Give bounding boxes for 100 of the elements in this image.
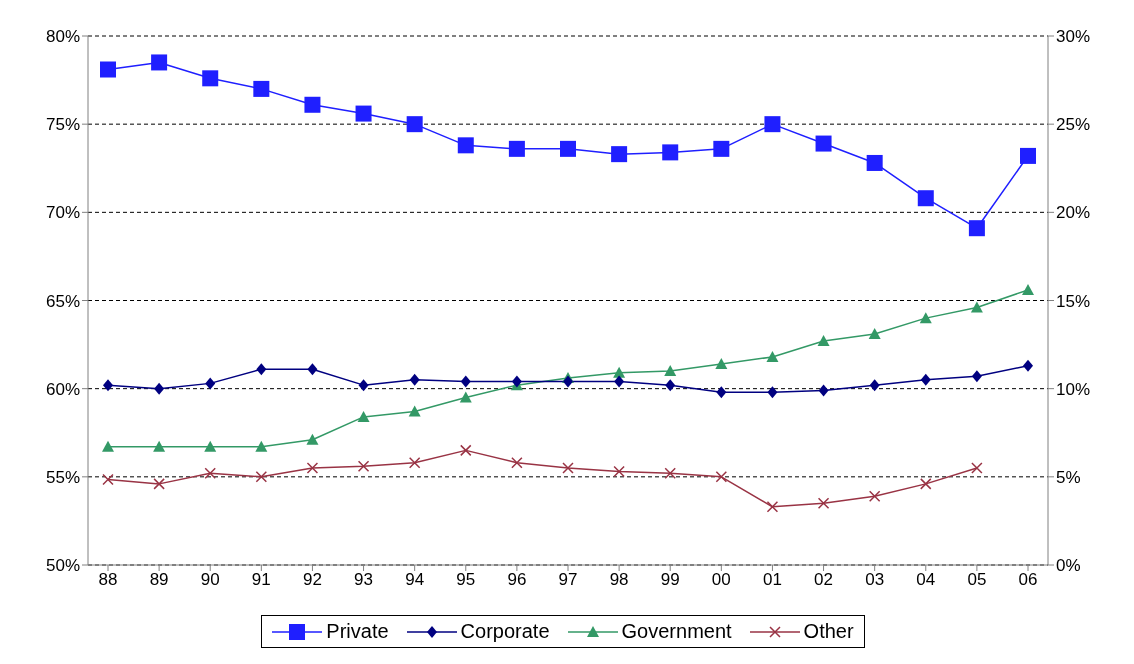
point [100,61,116,78]
point [357,410,370,422]
point [460,375,471,388]
point [766,501,779,513]
x-tick-label: 99 [660,570,680,590]
y-tick-label: 65% [45,291,80,311]
point [153,478,165,490]
legend-label: Private [326,620,389,643]
point [154,382,165,395]
point [409,373,420,386]
y-tick-label: 80% [45,27,80,47]
point [306,462,319,474]
point [917,190,934,207]
x-tick-label: 05 [967,570,987,590]
point [153,440,166,452]
point [151,54,168,71]
x-tick-label: 98 [609,570,629,590]
point [665,379,676,392]
point [920,478,932,490]
point [920,373,931,386]
point [970,301,983,313]
x-tick-label: 90 [200,570,220,590]
y2-tick-label: 25% [1056,115,1091,135]
point [508,140,525,157]
point [764,116,781,133]
x-tick-label: 93 [354,570,374,590]
point [560,140,576,157]
x-tick-label: 03 [865,570,885,590]
point [817,497,830,510]
legend-label: Corporate [460,620,550,643]
point [304,96,321,113]
y-tick-label: 75% [45,115,80,135]
x-tick-label: 96 [507,570,527,590]
point [713,140,730,157]
legend-label: Other [803,620,854,643]
point [457,137,474,154]
point [716,386,727,399]
y2-tick-label: 10% [1056,379,1091,399]
x-tick-label: 00 [711,570,731,590]
point [358,379,369,392]
point [817,335,830,347]
y2-tick-label: 15% [1056,291,1091,311]
point [408,456,421,469]
point [102,473,114,486]
point [204,467,216,480]
point [253,80,270,97]
x-tick-label: 92 [302,570,322,590]
point [766,350,779,362]
y2-tick-label: 0% [1056,556,1081,576]
point [202,70,219,87]
legend-label: Government [621,620,732,643]
x-tick-label: 89 [149,570,169,590]
point [511,375,522,388]
x-tick-label: 88 [98,570,118,590]
point [613,465,625,478]
x-tick-label: 04 [916,570,936,590]
y-tick-label: 70% [45,203,80,223]
y2-tick-label: 20% [1056,203,1091,223]
point [205,377,216,390]
point [869,379,880,392]
point [662,144,679,161]
point [818,384,829,397]
point [459,391,472,403]
point [1023,359,1033,372]
point [511,456,523,469]
x-tick-label: 94 [405,570,425,590]
point [408,405,421,417]
point [715,357,728,369]
y-tick-label: 60% [45,379,80,399]
y-tick-label: 50% [45,556,80,576]
point [256,363,267,376]
point [255,471,268,483]
x-tick-label: 06 [1018,570,1038,590]
point [868,328,881,339]
point [103,379,113,392]
y2-tick-label: 5% [1056,467,1081,487]
point [767,386,778,399]
point [1022,283,1034,295]
x-tick-label: 01 [762,570,782,590]
x-tick-label: 97 [558,570,578,590]
x-tick-label: 91 [251,570,271,590]
x-tick-label: 95 [456,570,476,590]
point [460,444,472,457]
point [715,471,728,483]
point [968,220,985,237]
point [611,146,628,163]
point [307,363,318,376]
point [357,460,370,472]
point [204,440,217,452]
point [664,365,677,377]
y2-tick-label: 30% [1056,27,1091,47]
point [971,370,982,383]
point [562,462,574,474]
point [1020,147,1036,164]
point [613,366,626,378]
point [563,375,573,388]
point [614,375,625,388]
y-tick-label: 55% [45,467,80,487]
point [866,154,883,171]
point [664,467,676,480]
